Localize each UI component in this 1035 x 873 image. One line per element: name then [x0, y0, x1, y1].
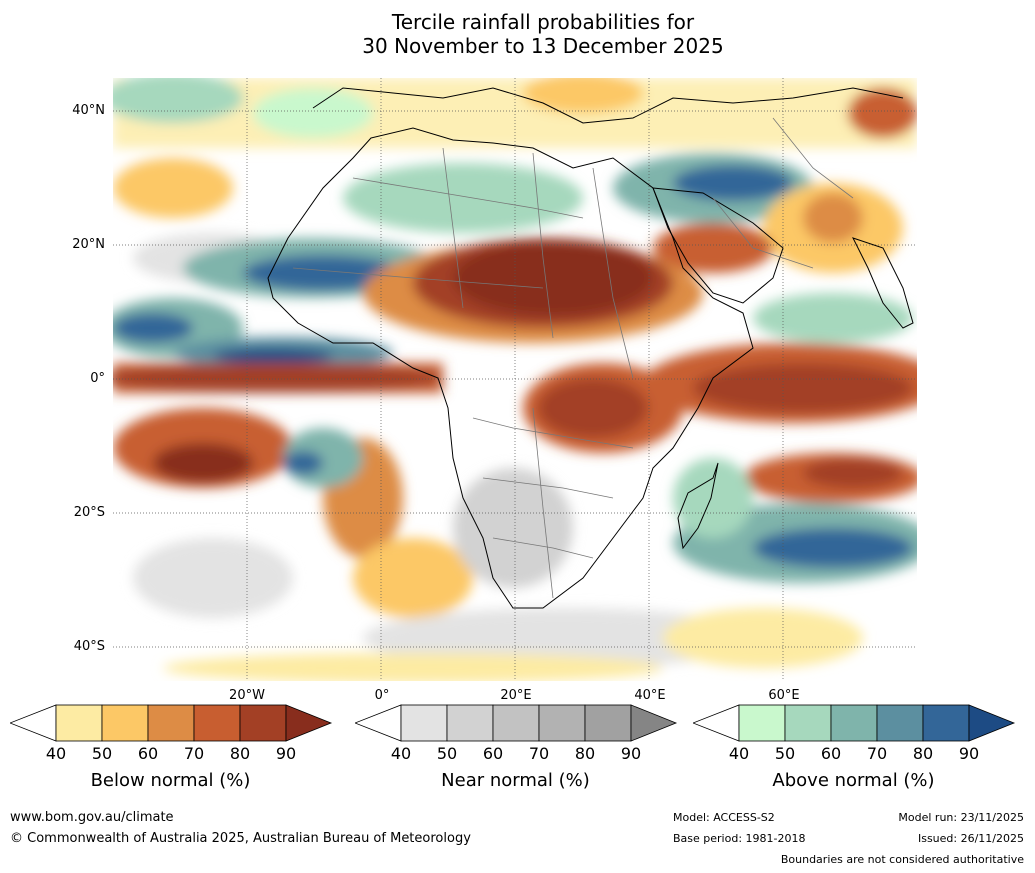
below-tick-90: 90	[275, 744, 297, 763]
colorbar-above-seg-3	[830, 704, 878, 742]
legend-above-normal: 40 50 60 70 80 90 Above normal (%)	[693, 704, 1018, 804]
above-tick-90: 90	[958, 744, 980, 763]
colorbar-below-seg-1	[55, 704, 103, 742]
below-tick-50: 50	[91, 744, 113, 763]
coastlines	[267, 87, 914, 609]
colorbar-above-seg-2	[784, 704, 832, 742]
below-tick-70: 70	[183, 744, 205, 763]
colorbar-above	[693, 704, 1016, 742]
above-tick-40: 40	[728, 744, 750, 763]
below-tick-40: 40	[45, 744, 67, 763]
colorbar-above-high	[968, 704, 1016, 742]
colorbar-below-high	[285, 704, 333, 742]
near-tick-50: 50	[436, 744, 458, 763]
graticule	[113, 78, 917, 681]
colorbar-below-low	[10, 704, 57, 742]
colorbar-near-seg-2	[446, 704, 494, 742]
colorbar-below-seg-2	[101, 704, 149, 742]
near-tick-70: 70	[528, 744, 550, 763]
india-coastline	[852, 237, 914, 329]
arabia-coastline	[652, 187, 784, 304]
colorbar-near	[355, 704, 678, 742]
issued-date: Issued: 26/11/2025	[917, 832, 1024, 845]
legend-near-normal: 40 50 60 70 80 90 Near normal (%)	[355, 704, 680, 804]
title-line-1: Tercile rainfall probabilities for	[391, 10, 695, 34]
above-tick-70: 70	[866, 744, 888, 763]
colorbar-near-high	[630, 704, 678, 742]
legend-above-title: Above normal (%)	[772, 770, 935, 791]
madagascar-coastline	[677, 462, 719, 550]
lon-label-60e: 60°E	[768, 688, 800, 703]
model-name: Model: ACCESS-S2	[673, 811, 775, 824]
lon-label-0: 0°	[374, 688, 390, 703]
colorbar-near-seg-3	[492, 704, 540, 742]
legend-below-normal: 40 50 60 70 80 90 Below normal (%)	[10, 704, 335, 804]
europe-coastline	[312, 87, 904, 124]
base-period: Base period: 1981-2018	[673, 832, 806, 845]
colorbar-near-low	[355, 704, 402, 742]
copyright-text: © Commonwealth of Australia 2025, Austra…	[10, 831, 471, 846]
colorbar-above-low	[693, 704, 740, 742]
probability-map	[113, 78, 917, 681]
boundaries-disclaimer: Boundaries are not considered authoritat…	[780, 853, 1024, 866]
below-tick-80: 80	[229, 744, 251, 763]
above-tick-80: 80	[912, 744, 934, 763]
lat-label-0: 0°	[90, 371, 105, 386]
colorbar-above-seg-4	[876, 704, 924, 742]
country-boundaries	[292, 117, 854, 599]
lat-label-40n: 40°N	[72, 103, 105, 118]
model-run-date: Model run: 23/11/2025	[898, 811, 1024, 824]
colorbar-near-seg-4	[538, 704, 586, 742]
colorbar-below-seg-3	[147, 704, 195, 742]
below-tick-60: 60	[137, 744, 159, 763]
colorbar-below	[10, 704, 333, 742]
title-line-2: 30 November to 13 December 2025	[362, 34, 724, 58]
lon-label-40e: 40°E	[634, 688, 666, 703]
near-tick-40: 40	[390, 744, 412, 763]
above-tick-50: 50	[774, 744, 796, 763]
lat-label-40s: 40°S	[73, 639, 105, 654]
colorbar-near-seg-1	[400, 704, 448, 742]
map-title: Tercile rainfall probabilities for 30 No…	[0, 10, 1035, 58]
lon-label-20e: 20°E	[500, 688, 532, 703]
probability-field	[113, 78, 917, 681]
lon-label-20w: 20°W	[229, 688, 265, 703]
colorbar-below-seg-4	[193, 704, 241, 742]
africa-coastline	[267, 127, 754, 609]
above-tick-60: 60	[820, 744, 842, 763]
legend-near-title: Near normal (%)	[441, 770, 590, 791]
colorbar-above-seg-1	[738, 704, 786, 742]
map-svg	[113, 78, 917, 681]
colorbar-above-seg-5	[922, 704, 970, 742]
colorbar-below-seg-5	[239, 704, 287, 742]
website-link[interactable]: www.bom.gov.au/climate	[10, 810, 174, 825]
lat-label-20s: 20°S	[73, 505, 105, 520]
legend-below-title: Below normal (%)	[90, 770, 251, 791]
colorbar-near-seg-5	[584, 704, 632, 742]
near-tick-80: 80	[574, 744, 596, 763]
near-tick-60: 60	[482, 744, 504, 763]
lat-label-20n: 20°N	[72, 237, 105, 252]
near-tick-90: 90	[620, 744, 642, 763]
